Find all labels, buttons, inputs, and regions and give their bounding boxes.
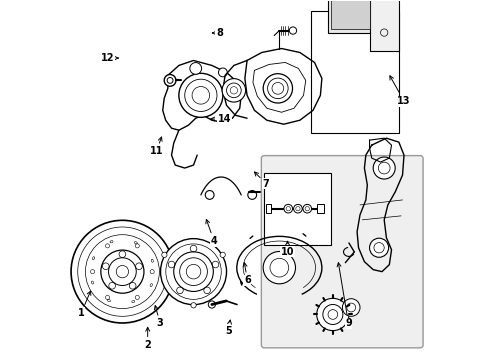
Text: 1: 1 (78, 291, 91, 318)
Circle shape (303, 204, 311, 213)
Circle shape (162, 252, 167, 257)
Text: 7: 7 (254, 172, 269, 189)
Circle shape (293, 204, 302, 213)
Text: 13: 13 (389, 76, 410, 106)
Bar (317, 204, 323, 213)
Text: 12: 12 (101, 53, 118, 63)
Text: 4: 4 (205, 220, 217, 246)
Text: 9: 9 (336, 263, 351, 328)
Text: 5: 5 (224, 320, 231, 336)
FancyBboxPatch shape (261, 156, 422, 348)
Bar (265, 204, 271, 213)
Circle shape (342, 299, 359, 316)
Text: 2: 2 (144, 327, 151, 350)
Circle shape (189, 63, 201, 74)
Text: 3: 3 (154, 306, 163, 328)
Circle shape (218, 68, 227, 77)
Text: 6: 6 (243, 263, 250, 285)
Circle shape (284, 204, 292, 213)
Circle shape (164, 75, 176, 86)
Bar (327, 0, 372, 32)
Circle shape (263, 74, 292, 103)
Circle shape (289, 27, 296, 34)
Circle shape (369, 238, 388, 257)
Circle shape (316, 298, 348, 330)
Bar (369, 0, 398, 50)
Circle shape (205, 190, 214, 199)
Circle shape (190, 303, 196, 308)
Bar (310, 12, 398, 134)
Circle shape (179, 73, 223, 117)
Circle shape (372, 157, 394, 179)
Circle shape (222, 78, 245, 102)
Bar (330, 0, 369, 28)
Bar (264, 173, 330, 244)
Text: 8: 8 (212, 28, 223, 38)
Circle shape (167, 77, 173, 83)
Circle shape (263, 252, 295, 284)
Circle shape (220, 252, 225, 257)
Circle shape (247, 190, 256, 199)
Text: 14: 14 (210, 114, 231, 124)
Circle shape (208, 301, 215, 308)
Text: 10: 10 (280, 241, 294, 257)
Circle shape (71, 220, 173, 323)
Circle shape (160, 239, 226, 305)
Text: 11: 11 (150, 137, 163, 156)
